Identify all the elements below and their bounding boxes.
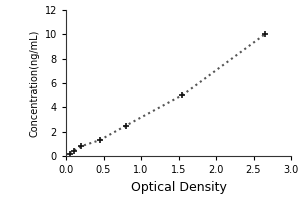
X-axis label: Optical Density: Optical Density	[130, 181, 226, 194]
Y-axis label: Concentration(ng/mL): Concentration(ng/mL)	[29, 29, 39, 137]
